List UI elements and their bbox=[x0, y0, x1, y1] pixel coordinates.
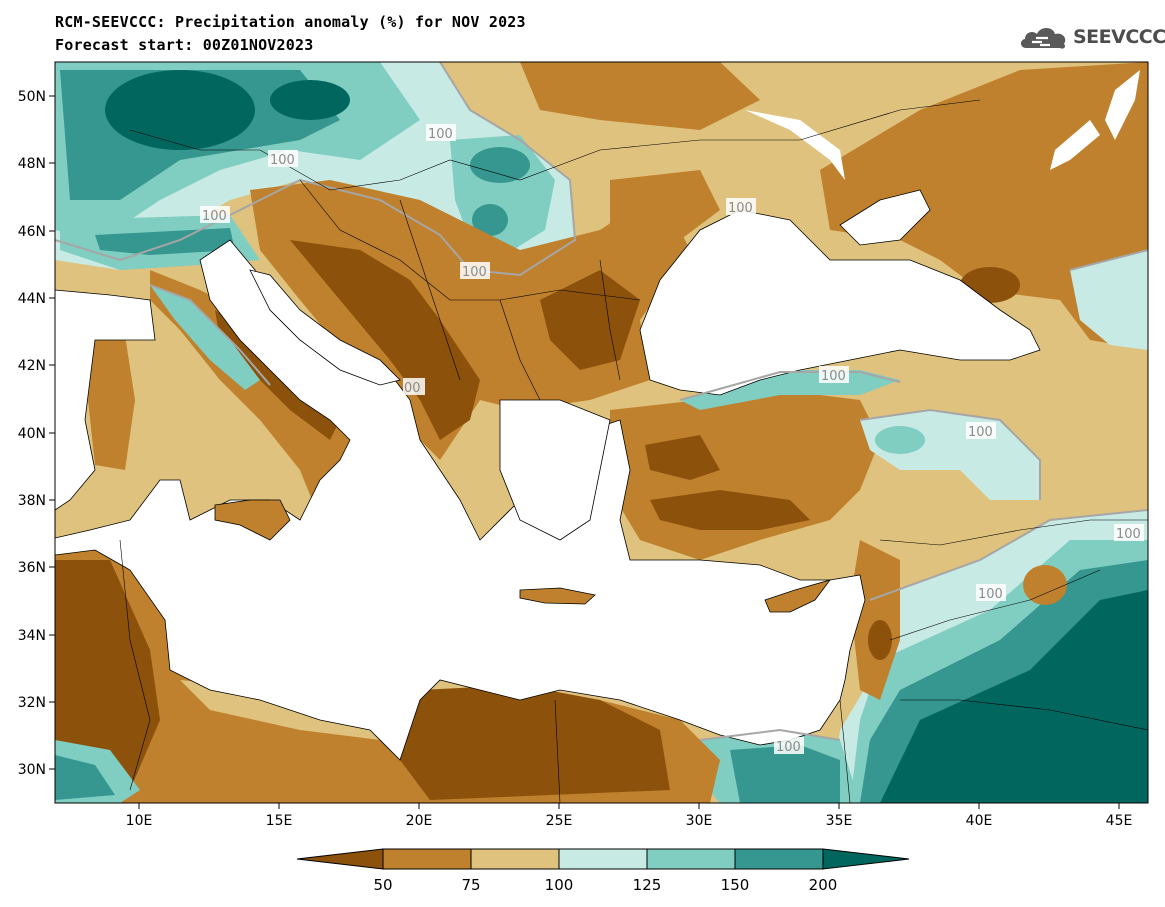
wet-core-poland bbox=[270, 80, 350, 120]
island-cyprus bbox=[764, 579, 832, 613]
lat-tick-label: 48N bbox=[18, 156, 46, 172]
lon-tick-label: 30E bbox=[686, 813, 713, 829]
lon-tick-label: 45E bbox=[1106, 813, 1133, 829]
lon-tick-label: 10E bbox=[126, 813, 153, 829]
colorbar-label: 75 bbox=[461, 876, 480, 894]
dry-zone-turkey-south-strong bbox=[650, 490, 810, 530]
contour-label: 100 bbox=[1116, 527, 1141, 542]
wet-zone-po-valley-core bbox=[95, 228, 235, 255]
dry-zone-balkans-strong bbox=[290, 240, 480, 440]
missing-data-russia bbox=[1050, 120, 1100, 170]
lat-tick-label: 42N bbox=[18, 358, 46, 374]
contour-label: 100 bbox=[728, 201, 753, 216]
contour-label: 100 bbox=[821, 369, 846, 384]
lon-tick-label: 40E bbox=[966, 813, 993, 829]
lat-tick-label: 32N bbox=[18, 695, 46, 711]
lat-tick-label: 30N bbox=[18, 762, 46, 778]
dry-zone-levant bbox=[850, 540, 900, 700]
dry-zone-gulf-sidra bbox=[180, 680, 380, 740]
island-crete bbox=[519, 587, 596, 605]
lat-tick-label: 44N bbox=[18, 291, 46, 307]
lon-tick-label: 35E bbox=[826, 813, 853, 829]
dry-zone-sardinia bbox=[88, 335, 135, 470]
contour-label: 100 bbox=[428, 127, 453, 142]
lon-tick-label: 25E bbox=[546, 813, 573, 829]
lat-tick-label: 36N bbox=[18, 560, 46, 576]
lat-tick-label: 34N bbox=[18, 628, 46, 644]
contour-label: 100 bbox=[776, 740, 801, 755]
dry-zone-ukraine-north bbox=[520, 62, 760, 130]
dry-core-lebanon bbox=[868, 620, 892, 660]
map-layers bbox=[55, 62, 1148, 803]
wet-core-carpathians bbox=[470, 147, 530, 183]
colorbar-segment-below-50 bbox=[296, 848, 384, 870]
colorbar-segment-75-100 bbox=[470, 848, 560, 870]
lat-tick-label: 50N bbox=[18, 89, 46, 105]
wet-core-carpathians-south bbox=[472, 204, 508, 236]
colorbar-segment-150-200 bbox=[734, 848, 824, 870]
longitude-axis: 10E 15E 20E 25E 30E 35E 40E 45E bbox=[126, 803, 1133, 829]
wet-zone-tunisia-core bbox=[55, 755, 115, 800]
cloud-logo-icon bbox=[1020, 28, 1066, 49]
contour-label: 100 bbox=[270, 153, 295, 168]
latitude-axis: 50N 48N 46N 44N 42N 40N 38N 36N 34N 32N … bbox=[18, 89, 55, 778]
colorbar-label: 50 bbox=[373, 876, 392, 894]
contour-label: 100 bbox=[202, 209, 227, 224]
colorbar-label: 125 bbox=[633, 876, 662, 894]
dry-zone-romania-strong bbox=[540, 270, 640, 370]
map-title: RCM-SEEVCCC: Precipitation anomaly (%) f… bbox=[55, 13, 526, 31]
wet-core-anatolia bbox=[875, 426, 925, 454]
lat-tick-label: 40N bbox=[18, 426, 46, 442]
contour-label: 100 bbox=[978, 587, 1003, 602]
sea-black-sea bbox=[639, 209, 1041, 396]
lon-tick-label: 20E bbox=[406, 813, 433, 829]
wet-core-germany bbox=[105, 70, 255, 150]
colorbar-segment-above-200 bbox=[822, 848, 910, 870]
dry-zone-ukraine-south bbox=[610, 170, 720, 260]
dry-zone-libya-strong bbox=[55, 560, 160, 790]
colorbar-segment-100-125 bbox=[558, 848, 648, 870]
dry-zone-russia bbox=[820, 62, 1148, 350]
colorbar-segment-125-150 bbox=[646, 848, 736, 870]
lat-tick-label: 46N bbox=[18, 224, 46, 240]
missing-data-east bbox=[1105, 70, 1140, 140]
forecast-start-label: Forecast start: 00Z01NOV2023 bbox=[55, 36, 314, 54]
colorbar-label: 100 bbox=[545, 876, 574, 894]
seevccc-logo: SEEVCCC bbox=[1018, 22, 1165, 52]
wet-zone-middle-east-core bbox=[880, 590, 1148, 803]
colorbar-label: 200 bbox=[809, 876, 838, 894]
missing-data-ukraine bbox=[745, 110, 845, 180]
logo-text: SEEVCCC bbox=[1073, 26, 1165, 48]
contour-label-group: 100 100 100 100 00 100 100 100 100 100 1… bbox=[200, 124, 1144, 755]
sea-adriatic bbox=[249, 269, 401, 386]
dry-core-iraq bbox=[1023, 565, 1067, 605]
sea-aegean bbox=[499, 399, 611, 541]
colorbar bbox=[296, 848, 910, 870]
contour-label: 100 bbox=[968, 425, 993, 440]
contour-label: 00 bbox=[404, 381, 421, 396]
dry-zone-turkey-west-strong bbox=[645, 435, 720, 480]
dry-zone-libya-east-strong bbox=[400, 685, 670, 800]
sea-mediterranean bbox=[55, 239, 866, 761]
contour-label: 100 bbox=[462, 265, 487, 280]
lat-tick-label: 38N bbox=[18, 493, 46, 509]
colorbar-label: 150 bbox=[721, 876, 750, 894]
sea-azov bbox=[839, 189, 931, 246]
wet-zone-ligurian bbox=[150, 285, 260, 390]
wet-zone-caspian bbox=[1070, 250, 1148, 350]
country-borders bbox=[119, 99, 1148, 803]
wet-zone-sinai-strong bbox=[730, 745, 840, 803]
sea-tyrrhenian-west bbox=[55, 289, 156, 511]
lon-tick-label: 15E bbox=[266, 813, 293, 829]
colorbar-segment-50-75 bbox=[382, 848, 472, 870]
island-sicily bbox=[214, 499, 291, 541]
colorbar-labels: 50 75 100 125 150 200 bbox=[373, 876, 837, 894]
